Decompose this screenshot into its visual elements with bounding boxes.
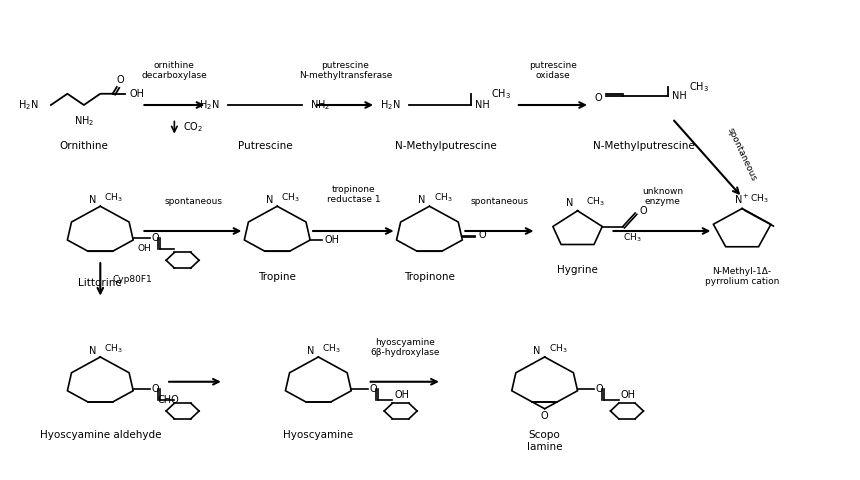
Text: O: O: [639, 206, 647, 216]
Text: $\mathregular{CH_3}$: $\mathregular{CH_3}$: [623, 231, 642, 243]
Text: OH: OH: [129, 89, 144, 99]
Text: O: O: [151, 233, 159, 243]
Text: ornithine
decarboxylase: ornithine decarboxylase: [142, 61, 207, 80]
Text: CHO: CHO: [158, 395, 180, 405]
Text: O: O: [596, 384, 604, 394]
Text: $\mathregular{H_2N}$: $\mathregular{H_2N}$: [200, 98, 219, 112]
Text: O: O: [370, 384, 377, 394]
Text: Hygrine: Hygrine: [557, 265, 598, 275]
Text: N-Methylputrescine: N-Methylputrescine: [395, 141, 497, 151]
Text: spontaneous: spontaneous: [470, 197, 528, 206]
Text: O: O: [117, 75, 125, 85]
Text: Ornithine: Ornithine: [59, 141, 108, 151]
Text: Putrescine: Putrescine: [237, 141, 292, 151]
Text: OH: OH: [138, 244, 151, 253]
Text: spontaneous: spontaneous: [164, 197, 222, 206]
Text: $\mathregular{CH_3}$: $\mathregular{CH_3}$: [751, 192, 769, 205]
Text: $\mathregular{CH_3}$: $\mathregular{CH_3}$: [491, 87, 511, 101]
Text: $\mathregular{CH_3}$: $\mathregular{CH_3}$: [104, 342, 123, 355]
Text: $\mathregular{CH_3}$: $\mathregular{CH_3}$: [549, 342, 568, 355]
Text: OH: OH: [394, 390, 409, 400]
Text: N-Methyl-1Δ-
pyrrolium cation: N-Methyl-1Δ- pyrrolium cation: [705, 267, 779, 287]
Text: putrescine
oxidase: putrescine oxidase: [529, 61, 577, 80]
Text: $\mathregular{CO_2}$: $\mathregular{CO_2}$: [182, 120, 203, 134]
Text: Tropine: Tropine: [258, 272, 296, 281]
Text: Hyoscyamine aldehyde: Hyoscyamine aldehyde: [40, 431, 161, 440]
Text: N: N: [566, 199, 574, 208]
Text: N-Methylputrescine: N-Methylputrescine: [593, 141, 694, 151]
Text: NH: NH: [475, 100, 489, 110]
Text: Tropinone: Tropinone: [404, 272, 455, 281]
Text: N: N: [418, 195, 426, 205]
Text: O: O: [151, 384, 159, 394]
Text: tropinone
reductase 1: tropinone reductase 1: [327, 185, 381, 204]
Text: Hyoscyamine: Hyoscyamine: [283, 431, 353, 440]
Text: N: N: [266, 195, 273, 205]
Text: N: N: [89, 195, 96, 205]
Text: N: N: [89, 346, 96, 356]
Text: $\mathregular{CH_3}$: $\mathregular{CH_3}$: [104, 192, 123, 204]
Text: OH: OH: [620, 390, 636, 400]
Text: $\mathregular{H_2N}$: $\mathregular{H_2N}$: [18, 98, 39, 112]
Text: $\mathregular{CH_3}$: $\mathregular{CH_3}$: [281, 192, 300, 204]
Text: $\mathregular{CH_3}$: $\mathregular{CH_3}$: [586, 195, 605, 207]
Text: $\mathregular{CH_3}$: $\mathregular{CH_3}$: [322, 342, 341, 355]
Text: $\mathregular{NH_2}$: $\mathregular{NH_2}$: [310, 98, 330, 112]
Text: $\mathregular{N^+}$: $\mathregular{N^+}$: [734, 193, 750, 206]
Text: hyoscyamine
6β-hydroxylase: hyoscyamine 6β-hydroxylase: [370, 337, 439, 357]
Text: O: O: [541, 411, 549, 421]
Text: Scopo
lamine: Scopo lamine: [527, 431, 562, 452]
Text: OH: OH: [325, 235, 340, 245]
Text: N: N: [307, 346, 314, 356]
Text: N: N: [533, 346, 541, 356]
Text: spontaneous: spontaneous: [726, 126, 759, 183]
Text: putrescine
N-methyltransferase: putrescine N-methyltransferase: [298, 61, 392, 80]
Text: $\mathregular{NH_2}$: $\mathregular{NH_2}$: [74, 114, 94, 128]
Text: O: O: [594, 93, 602, 103]
Text: O: O: [479, 230, 487, 240]
Text: $\mathregular{CH_3}$: $\mathregular{CH_3}$: [689, 80, 709, 94]
Text: $\mathregular{CH_3}$: $\mathregular{CH_3}$: [433, 192, 452, 204]
Text: $\mathregular{H_2N}$: $\mathregular{H_2N}$: [380, 98, 401, 112]
Text: NH: NH: [673, 91, 687, 101]
Text: Littorine: Littorine: [78, 278, 122, 288]
Text: Cyp80F1: Cyp80F1: [113, 275, 152, 284]
Text: unknown
enzyme: unknown enzyme: [642, 187, 683, 206]
